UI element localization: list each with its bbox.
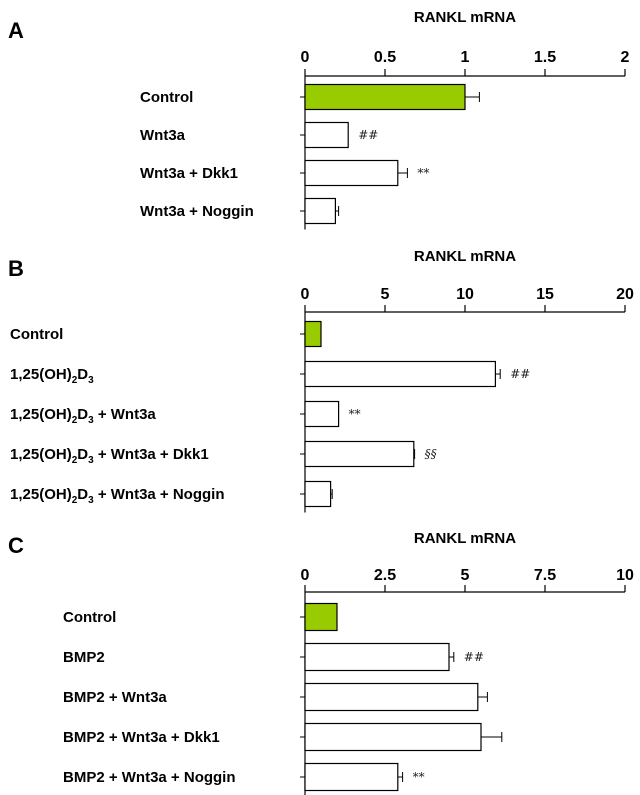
x-tick-label-a-1: 0.5 bbox=[374, 49, 396, 66]
bar-a-0 bbox=[304, 83, 466, 111]
bar-c-4 bbox=[304, 762, 399, 792]
significance-label-b-2: ** bbox=[349, 407, 361, 421]
category-label-part: 3 bbox=[88, 375, 94, 386]
significance-label-c-1: ## bbox=[464, 650, 484, 664]
axis-title-c: RANKL mRNA bbox=[414, 530, 516, 547]
panel-c: C RANKL mRNA 0 2.5 5 7.5 10 Control BMP2 ## BMP2 +… bbox=[8, 530, 634, 795]
bar-a-3 bbox=[304, 197, 336, 225]
category-label-b-0: Control bbox=[10, 326, 63, 343]
significance-label-a-2: ** bbox=[417, 166, 429, 180]
category-label-part: 1,25(OH) bbox=[10, 486, 72, 503]
panel-label-a: A bbox=[8, 18, 24, 43]
category-label-part: + Wnt3a bbox=[94, 406, 157, 423]
x-tick-label-c-4: 10 bbox=[616, 567, 634, 584]
x-tick-label-b-1: 5 bbox=[381, 286, 390, 303]
category-label-a-2: Wnt3a + Dkk1 bbox=[140, 165, 238, 182]
panel-label-b: B bbox=[8, 256, 24, 281]
category-label-b-1: 1,25(OH)2D3 bbox=[10, 366, 94, 386]
x-tick-label-a-0: 0 bbox=[301, 49, 310, 66]
category-label-part: + Wnt3a + Noggin bbox=[94, 486, 225, 503]
category-label-part: 3 bbox=[88, 455, 94, 466]
category-label-part: + Wnt3a + Dkk1 bbox=[94, 446, 209, 463]
bar-c-3 bbox=[304, 722, 482, 752]
x-tick-label-a-4: 2 bbox=[621, 49, 630, 66]
bar-c-1 bbox=[304, 642, 450, 672]
bar-c-0 bbox=[304, 602, 338, 632]
axis-title-a: RANKL mRNA bbox=[414, 9, 516, 26]
significance-label-b-1: ## bbox=[510, 367, 530, 381]
x-tick-label-b-4: 20 bbox=[616, 286, 634, 303]
category-label-b-4: 1,25(OH)2D3 + Wnt3a + Noggin bbox=[10, 486, 225, 506]
bar-a-2 bbox=[304, 159, 399, 187]
bar-c-2 bbox=[304, 682, 479, 712]
x-tick-label-c-0: 0 bbox=[301, 567, 310, 584]
bar-b-3 bbox=[304, 440, 415, 468]
x-tick-label-c-1: 2.5 bbox=[374, 567, 396, 584]
bar-a-1 bbox=[304, 121, 349, 149]
bar-b-4 bbox=[304, 480, 332, 508]
category-label-part: 2 bbox=[72, 415, 78, 426]
category-label-a-1: Wnt3a bbox=[140, 127, 186, 144]
category-label-a-0: Control bbox=[140, 89, 193, 106]
category-label-part: 2 bbox=[72, 375, 78, 386]
x-tick-label-b-3: 15 bbox=[536, 286, 554, 303]
category-label-b-2: 1,25(OH)2D3 + Wnt3a bbox=[10, 406, 156, 426]
category-label-part: 2 bbox=[72, 455, 78, 466]
category-label-part: 2 bbox=[72, 495, 78, 506]
significance-label-b-3: §§ bbox=[425, 447, 437, 461]
category-label-c-2: BMP2 + Wnt3a bbox=[63, 689, 167, 706]
category-label-c-3: BMP2 + Wnt3a + Dkk1 bbox=[63, 729, 220, 746]
x-tick-label-b-0: 0 bbox=[301, 286, 310, 303]
category-label-part: 1,25(OH) bbox=[10, 446, 72, 463]
panel-a: A RANKL mRNA 0 0.5 1 1.5 2 Control Wnt3a ## Wnt3a … bbox=[8, 9, 630, 230]
bar-b-0 bbox=[304, 320, 322, 348]
significance-label-a-1: ## bbox=[358, 128, 378, 142]
x-tick-label-c-3: 7.5 bbox=[534, 567, 556, 584]
panel-label-c: C bbox=[8, 533, 24, 558]
x-tick-label-b-2: 10 bbox=[456, 286, 474, 303]
bar-b-1 bbox=[304, 360, 496, 388]
category-label-part: 1,25(OH) bbox=[10, 406, 72, 423]
category-label-c-4: BMP2 + Wnt3a + Noggin bbox=[63, 769, 236, 786]
significance-label-c-4: ** bbox=[413, 770, 425, 784]
category-label-part: 3 bbox=[88, 415, 94, 426]
axis-title-b: RANKL mRNA bbox=[414, 248, 516, 265]
x-tick-label-a-3: 1.5 bbox=[534, 49, 556, 66]
category-label-part: D bbox=[77, 446, 88, 463]
category-label-c-0: Control bbox=[63, 609, 116, 626]
x-tick-label-a-2: 1 bbox=[461, 49, 470, 66]
category-label-b-3: 1,25(OH)2D3 + Wnt3a + Dkk1 bbox=[10, 446, 209, 466]
category-label-part: 3 bbox=[88, 495, 94, 506]
category-label-a-3: Wnt3a + Noggin bbox=[140, 203, 254, 220]
category-label-part: D bbox=[77, 366, 88, 383]
x-tick-label-c-2: 5 bbox=[461, 567, 470, 584]
category-label-part: D bbox=[77, 406, 88, 423]
bar-b-2 bbox=[304, 400, 340, 428]
category-label-part: 1,25(OH) bbox=[10, 366, 72, 383]
category-label-c-1: BMP2 bbox=[63, 649, 105, 666]
category-label-part: D bbox=[77, 486, 88, 503]
